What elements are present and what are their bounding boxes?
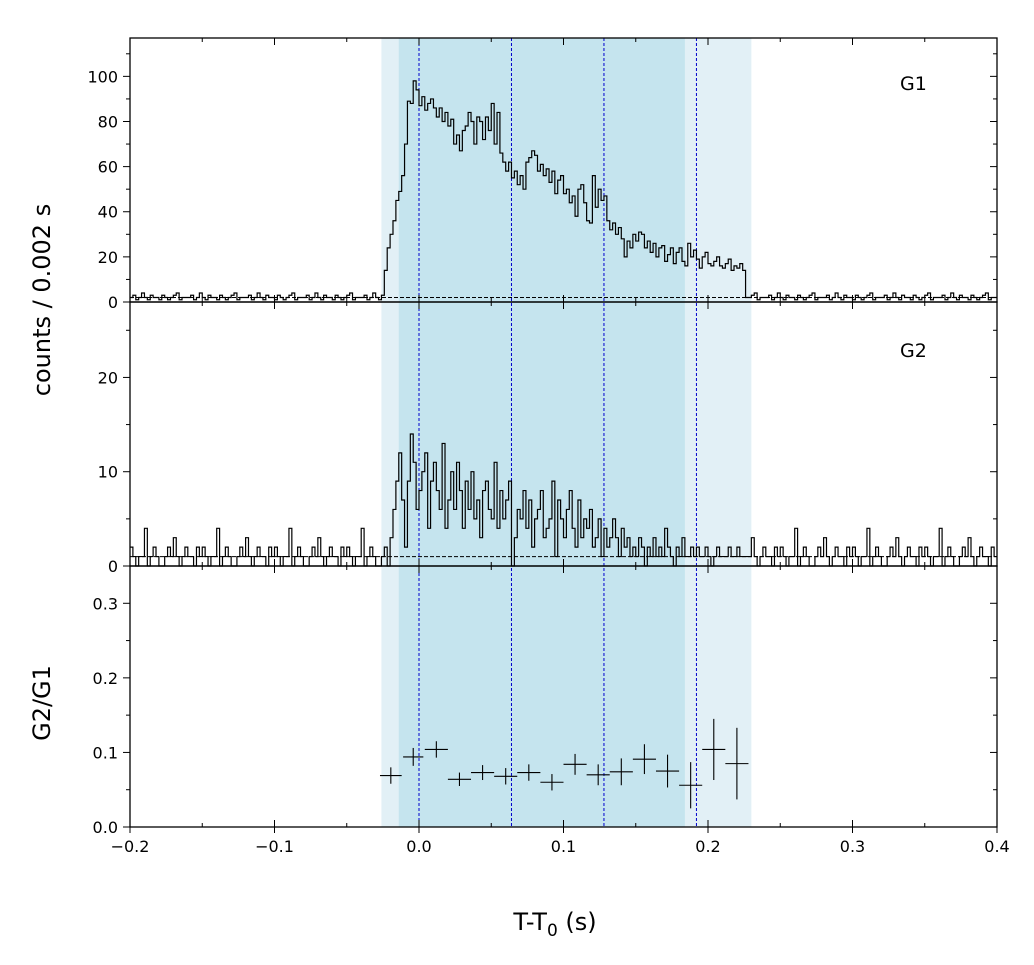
ratio-point-4 [471, 765, 495, 781]
g1-light-curve [130, 80, 997, 301]
ratio-point-10 [609, 758, 633, 786]
g2-y-tick-label: 10 [98, 463, 118, 482]
x-tick-label: 0.2 [695, 837, 720, 856]
ratio-point-5 [494, 768, 518, 785]
ratio-point-15 [725, 727, 749, 800]
ratio-point-8 [563, 753, 587, 775]
g1-y-tick-label: 80 [98, 112, 118, 131]
ratio-point-14 [702, 718, 726, 781]
x-tick-label: 0.1 [551, 837, 576, 856]
panel-ratio [379, 718, 749, 809]
ratio-y-tick-label: 0.0 [93, 818, 118, 837]
ratio-point-11 [632, 744, 656, 775]
x-tick-label: 0.3 [840, 837, 865, 856]
y-axes: 0 20 40 60 80 100 0 10 20 0.0 0.1 0.2 0.3 [87, 53, 997, 837]
g1-y-tick-label: 100 [87, 67, 118, 86]
x-tick-label: −0.1 [255, 837, 294, 856]
panel-g2 [130, 433, 997, 567]
g1-y-tick-label: 0 [108, 293, 118, 312]
ratio-point-12 [655, 754, 680, 788]
x-axis-title: T-T0 (s) [512, 908, 596, 941]
ratio-y-tick-label: 0.1 [93, 743, 118, 762]
ratio-point-1 [403, 747, 424, 766]
g2-light-curve [130, 433, 997, 567]
shaded-region-1 [398, 38, 685, 827]
y-axis-title-counts: counts / 0.002 s [28, 204, 56, 396]
g1-y-tick-label: 60 [98, 158, 118, 177]
g1-y-tick-label: 20 [98, 248, 118, 267]
shaded-regions [381, 38, 752, 827]
ratio-point-13 [679, 762, 703, 809]
ratio-point-2 [424, 741, 448, 758]
ratio-point-7 [540, 774, 564, 791]
ratio-point-9 [586, 764, 610, 786]
x-tick-label: 0.4 [984, 837, 1009, 856]
x-tick-label: −0.2 [111, 837, 150, 856]
ratio-point-0 [379, 767, 402, 784]
ratio-y-tick-label: 0.2 [93, 669, 118, 688]
panel-label-g2: G2 [900, 340, 927, 362]
panel-label-g1: G1 [900, 73, 927, 95]
g1-y-tick-label: 40 [98, 203, 118, 222]
ratio-y-tick-label: 0.3 [93, 594, 118, 613]
x-axis: −0.2 −0.1 0.0 0.1 0.2 0.3 0.4 [111, 38, 1010, 856]
ratio-point-3 [447, 772, 472, 786]
y-axis-title-ratio: G2/G1 [28, 665, 56, 741]
g2-y-tick-label: 20 [98, 368, 118, 387]
g2-y-tick-label: 0 [108, 557, 118, 576]
ratio-point-6 [517, 764, 541, 781]
x-tick-label: 0.0 [406, 837, 431, 856]
